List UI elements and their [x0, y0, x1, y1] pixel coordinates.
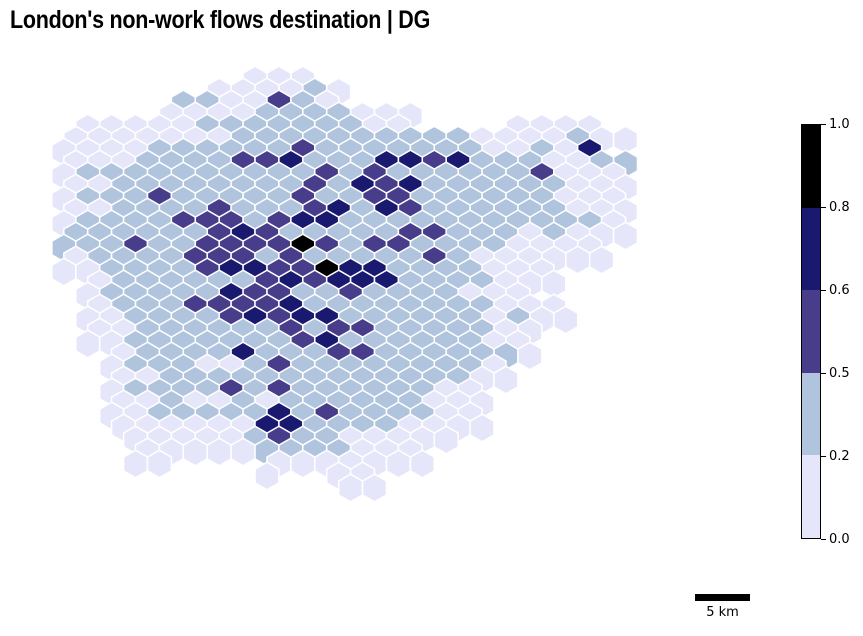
- hex-cell: [517, 341, 543, 371]
- hex-cell: [75, 329, 101, 359]
- hex-cell: [433, 425, 459, 455]
- colorbar-segment: [802, 372, 820, 456]
- colorbar-tick-label: 0.6: [829, 282, 850, 298]
- hex-cell: [51, 257, 77, 287]
- hex-cell: [254, 461, 280, 491]
- colorbar-tick-mark: [821, 455, 826, 457]
- hex-cell: [230, 437, 256, 467]
- hex-cell: [337, 473, 364, 503]
- colorbar-segment: [802, 207, 820, 291]
- hex-grid: [51, 65, 639, 503]
- colorbar-segment: [802, 125, 820, 208]
- hex-cell: [588, 245, 615, 275]
- hex-cell: [385, 449, 412, 479]
- hex-cell: [565, 245, 591, 275]
- hex-cell: [290, 449, 316, 479]
- colorbar-tick-label: 0.5: [829, 365, 850, 381]
- colorbar-tick: 1.0: [821, 116, 861, 132]
- colorbar-tick-mark: [821, 372, 826, 374]
- hex-cell: [182, 437, 208, 467]
- colorbar-tick: 0.6: [821, 282, 861, 298]
- scale-bar: [695, 594, 750, 601]
- colorbar-tick-label: 0.8: [829, 199, 850, 215]
- colorbar-segment: [802, 290, 820, 373]
- colorbar-tick-label: 1.0: [829, 116, 850, 132]
- colorbar-tick: 0.5: [821, 365, 861, 381]
- scale-bar-label: 5 km: [706, 605, 739, 620]
- colorbar-tick-mark: [821, 123, 826, 125]
- map-title: London's non-work flows destination | DG: [10, 6, 431, 34]
- colorbar-segment: [802, 455, 820, 538]
- colorbar-tick-mark: [821, 538, 826, 540]
- colorbar-tick-mark: [821, 289, 826, 291]
- hex-cell: [469, 413, 495, 443]
- colorbar-tick: 0.0: [821, 531, 861, 547]
- colorbar: [801, 124, 821, 539]
- hex-cell: [146, 449, 173, 479]
- hex-cell: [206, 437, 232, 467]
- hex-cell: [612, 221, 639, 251]
- colorbar-tick-label: 0.2: [829, 448, 850, 464]
- colorbar-tick: 0.2: [821, 448, 861, 464]
- hex-cell: [493, 365, 519, 395]
- hex-cell: [409, 449, 436, 479]
- colorbar-tick-label: 0.0: [829, 531, 850, 547]
- colorbar-tick-mark: [821, 206, 826, 208]
- hex-cell: [122, 449, 149, 479]
- hex-cell: [361, 473, 388, 503]
- colorbar-tick: 0.8: [821, 199, 861, 215]
- hex-cell: [553, 305, 579, 335]
